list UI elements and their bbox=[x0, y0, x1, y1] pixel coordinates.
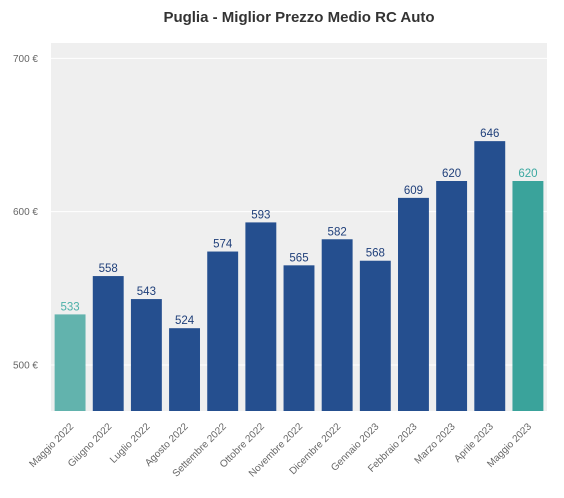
bar bbox=[359, 260, 391, 411]
bar bbox=[436, 181, 468, 411]
bar bbox=[169, 328, 200, 411]
data-label: 593 bbox=[251, 209, 270, 221]
bar bbox=[207, 251, 239, 411]
data-label: 533 bbox=[60, 301, 79, 313]
data-label: 543 bbox=[137, 286, 156, 298]
chart-title: Puglia - Miglior Prezzo Medio RC Auto bbox=[163, 9, 434, 26]
bar bbox=[92, 276, 124, 411]
data-label: 620 bbox=[442, 168, 461, 180]
y-tick-label: 500 € bbox=[13, 361, 38, 372]
bar bbox=[245, 222, 277, 411]
data-label: 568 bbox=[366, 248, 385, 260]
bar bbox=[474, 141, 506, 411]
data-label: 565 bbox=[289, 252, 308, 264]
data-label: 582 bbox=[328, 226, 347, 238]
bar bbox=[398, 197, 429, 411]
data-label: 574 bbox=[213, 239, 233, 251]
data-label: 558 bbox=[99, 263, 118, 275]
bar bbox=[54, 314, 86, 411]
data-label: 609 bbox=[404, 185, 423, 197]
data-label: 646 bbox=[480, 128, 499, 140]
data-label: 620 bbox=[518, 168, 537, 180]
bar bbox=[130, 299, 162, 411]
data-label: 524 bbox=[175, 315, 195, 327]
bar bbox=[512, 181, 544, 411]
bar bbox=[321, 239, 353, 411]
y-tick-label: 600 € bbox=[13, 207, 38, 218]
bar bbox=[283, 265, 315, 411]
y-tick-label: 700 € bbox=[13, 54, 38, 65]
